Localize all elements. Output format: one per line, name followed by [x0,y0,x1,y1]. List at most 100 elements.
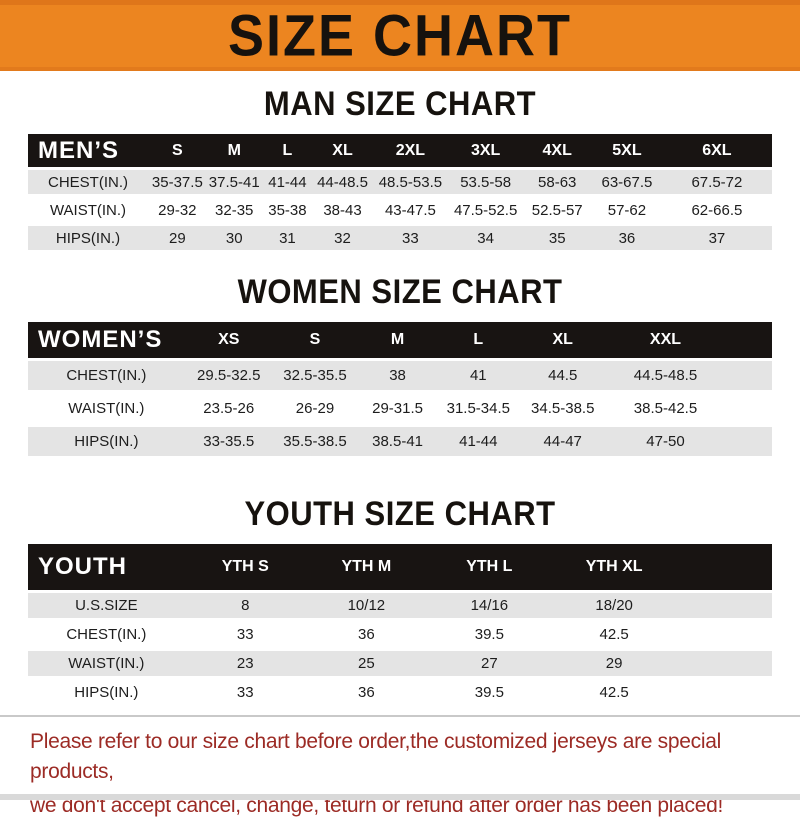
size-cell: 38.5-42.5 [606,394,725,427]
row-label: CHEST(IN.) [28,361,185,394]
size-cell: 58-63 [522,170,593,198]
size-cell: 41 [437,361,519,394]
column-header: 5XL [592,134,662,170]
size-cell: 52.5-57 [522,198,593,226]
row-label: WAIST(IN.) [28,394,185,427]
footer-note-line1: Please refer to our size chart before or… [30,730,721,784]
section-youth: YOUTH SIZE CHART YOUTH YTH S YTH M YTH L YTH… [0,494,800,709]
column-header: YTH M [305,544,427,593]
row-label: HIPS(IN.) [28,226,148,254]
size-cell: 57-62 [592,198,662,226]
size-cell: 31.5-34.5 [437,394,519,427]
table-header-label: WOMEN’S [28,322,185,361]
filler-cell [676,680,772,709]
youth-section-title: YOUTH SIZE CHART [244,494,556,533]
size-cell: 29.5-32.5 [184,361,273,394]
size-cell: 47.5-52.5 [448,198,523,226]
row-label: CHEST(IN.) [28,622,185,651]
youth-table: YOUTH YTH S YTH M YTH L YTH XL U.S.SIZE 8 10/12… [28,544,772,709]
size-cell: 25 [305,651,427,680]
size-cell: 39.5 [426,680,552,709]
section-men: MAN SIZE CHART MEN’S S M L XL 2XL 3XL 4XL 5XL 6XL… [0,84,800,254]
size-cell: 29 [551,651,677,680]
column-header: YTH XL [551,544,677,593]
column-header: YTH L [426,544,552,593]
size-cell: 37.5-41 [206,170,262,198]
table-row: HIPS(IN.) 33 36 39.5 42.5 [28,680,772,709]
size-cell: 8 [184,593,306,622]
row-label: HIPS(IN.) [28,680,185,709]
filler-cell [676,544,772,593]
column-header: L [437,322,519,361]
row-label: WAIST(IN.) [28,198,148,226]
table-header-row: MEN’S S M L XL 2XL 3XL 4XL 5XL 6XL [28,134,772,170]
column-header: M [357,322,438,361]
size-cell: 39.5 [426,622,552,651]
size-cell: 30 [206,226,262,254]
table-header-row: WOMEN’S XS S M L XL XXL [28,322,772,361]
column-header: S [272,322,358,361]
size-cell: 33-35.5 [184,427,273,460]
size-cell: 14/16 [426,593,552,622]
column-header: XXL [606,322,725,361]
row-label: WAIST(IN.) [28,651,185,680]
column-header: YTH S [184,544,306,593]
size-cell: 38 [357,361,438,394]
row-label: CHEST(IN.) [28,170,148,198]
men-table: MEN’S S M L XL 2XL 3XL 4XL 5XL 6XL CHEST(IN.) 35-37… [28,134,772,254]
table-row: CHEST(IN.) 33 36 39.5 42.5 [28,622,772,651]
size-cell: 47-50 [606,427,725,460]
size-cell: 33 [184,622,306,651]
size-cell: 34 [448,226,523,254]
column-header: L [261,134,314,170]
men-size-table: MEN’S S M L XL 2XL 3XL 4XL 5XL 6XL CHEST(IN.) 35-37… [28,134,772,254]
size-chart-banner: SIZE CHART [0,0,800,71]
size-cell: 35.5-38.5 [272,427,358,460]
size-cell: 44-47 [518,427,607,460]
bottom-edge-strip [0,794,800,800]
size-cell: 35-38 [261,198,314,226]
size-cell: 63-67.5 [592,170,662,198]
filler-cell [676,593,772,622]
filler-cell [724,322,772,361]
banner-title: SIZE CHART [228,3,572,69]
size-cell: 43-47.5 [371,198,449,226]
section-women: WOMEN SIZE CHART WOMEN’S XS S M L XL XXL CHEST(… [0,272,800,460]
size-cell: 48.5-53.5 [371,170,449,198]
size-cell: 35 [522,226,593,254]
table-row: HIPS(IN.) 33-35.5 35.5-38.5 38.5-41 41-44 44-… [28,427,772,460]
size-cell: 41-44 [437,427,519,460]
table-row: U.S.SIZE 8 10/12 14/16 18/20 [28,593,772,622]
size-cell: 44.5-48.5 [606,361,725,394]
size-cell: 29-32 [147,198,207,226]
filler-cell [676,622,772,651]
row-label: HIPS(IN.) [28,427,185,460]
size-cell: 33 [371,226,449,254]
size-cell: 32.5-35.5 [272,361,358,394]
size-cell: 29 [147,226,207,254]
table-row: CHEST(IN.) 35-37.5 37.5-41 41-44 44-48.5 48.5… [28,170,772,198]
table-row: WAIST(IN.) 23.5-26 26-29 29-31.5 31.5-34.5 34… [28,394,772,427]
filler-cell [676,651,772,680]
size-cell: 41-44 [261,170,314,198]
size-cell: 32-35 [206,198,262,226]
women-table: WOMEN’S XS S M L XL XXL CHEST(IN.) 29.5-32.5 32.5… [28,322,772,460]
size-cell: 26-29 [272,394,358,427]
men-section-title: MAN SIZE CHART [263,84,537,123]
filler-cell [724,361,772,394]
column-header: S [147,134,207,170]
table-row: WAIST(IN.) 29-32 32-35 35-38 38-43 43-47.5 47.… [28,198,772,226]
size-cell: 10/12 [305,593,427,622]
table-header-label: YOUTH [28,544,185,593]
column-header: XL [313,134,372,170]
size-cell: 44-48.5 [313,170,372,198]
size-cell: 37 [661,226,772,254]
size-cell: 33 [184,680,306,709]
size-cell: 38-43 [313,198,372,226]
size-cell: 23 [184,651,306,680]
size-cell: 44.5 [518,361,607,394]
size-cell: 27 [426,651,552,680]
size-cell: 42.5 [551,680,677,709]
table-row: HIPS(IN.) 29 30 31 32 33 34 35 36 37 [28,226,772,254]
